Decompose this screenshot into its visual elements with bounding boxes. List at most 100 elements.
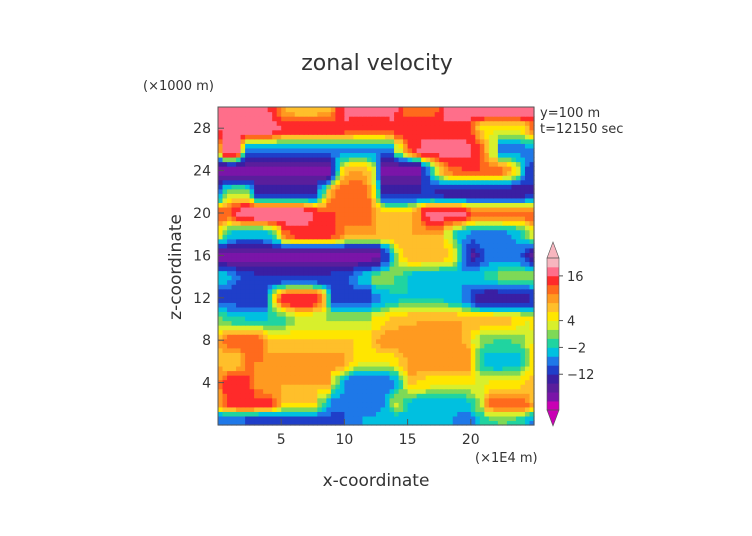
heatmap-cell [407,170,413,176]
colorbar-swatch [547,383,559,393]
heatmap-cell [258,415,264,422]
heatmap-cell [439,225,445,231]
heatmap-cell [475,352,481,358]
heatmap-cell [452,129,458,135]
heatmap-cell [448,179,454,185]
heatmap-cell [231,402,237,408]
heatmap-cell [412,261,418,267]
heatmap-cell [281,370,287,376]
heatmap-cell [330,370,336,376]
heatmap-cell [416,225,422,231]
heatmap-cell [394,384,400,390]
heatmap-cell [452,420,458,426]
heatmap-cell [502,120,508,126]
heatmap-cell [299,134,305,140]
heatmap-cell [303,229,309,235]
heatmap-cell [511,356,517,362]
heatmap-cell [457,229,463,235]
heatmap-cell [385,138,391,144]
heatmap-cell [362,252,368,258]
heatmap-cell [520,220,526,226]
heatmap-cell [443,252,449,258]
heatmap-cell [529,147,535,154]
heatmap-cell [497,334,503,340]
heatmap-cell [236,288,242,294]
heatmap-cell [263,138,269,144]
heatmap-cell [317,334,323,340]
heatmap-cell [448,325,454,331]
heatmap-cell [506,361,513,367]
heatmap-cell [317,238,323,244]
heatmap-cell [227,170,233,176]
heatmap-cell [520,234,526,240]
heatmap-cell [502,266,508,272]
heatmap-cell [506,402,513,408]
heatmap-cell [249,256,255,263]
heatmap-cell [497,397,503,403]
heatmap-cell [511,365,517,372]
heatmap-cell [330,393,336,399]
heatmap-cell [389,229,395,235]
heatmap-cell [470,179,476,185]
heatmap-cell [524,225,531,231]
heatmap-cell [380,384,386,390]
heatmap-cell [497,225,503,231]
heatmap-cell [249,247,255,253]
heatmap-cell [439,415,445,422]
heatmap-cell [231,120,237,126]
heatmap-cell [493,229,499,235]
heatmap-cell [227,175,233,181]
heatmap-cell [335,266,341,272]
heatmap-cell [317,361,323,367]
heatmap-cell [362,175,368,181]
heatmap-cell [515,306,522,313]
heatmap-cell [339,402,345,408]
heatmap-cell [425,143,431,149]
heatmap-cell [231,270,237,276]
heatmap-cell [389,138,395,144]
heatmap-cell [475,402,481,408]
heatmap-cell [470,229,476,235]
heatmap-cell [425,238,431,244]
heatmap-cell [317,197,323,203]
heatmap-cell [353,175,359,181]
heatmap-cell [434,229,440,235]
heatmap-cell [362,206,368,213]
heatmap-cell [371,411,377,417]
heatmap-cell [218,225,224,231]
heatmap-cell [380,415,386,422]
heatmap-cell [466,297,472,303]
heatmap-cell [421,361,427,367]
heatmap-cell [263,302,269,308]
heatmap-cell [245,225,251,231]
heatmap-cell [443,179,449,185]
heatmap-cell [403,343,409,349]
heatmap-cell [403,415,409,422]
heatmap-cell [511,143,517,149]
heatmap-cell [308,138,314,144]
heatmap-cell [312,302,318,308]
heatmap-cell [403,243,409,249]
heatmap-cell [317,415,323,422]
heatmap-cell [457,261,463,267]
heatmap-cell [389,134,395,140]
heatmap-cell [461,361,467,367]
heatmap-cell [317,143,323,149]
heatmap-cell [344,270,350,276]
heatmap-cell [443,329,449,335]
heatmap-cell [227,188,233,194]
heatmap-cell [421,343,427,349]
heatmap-cell [330,338,336,344]
heatmap-cell [272,270,278,276]
heatmap-cell [272,397,278,403]
heatmap-cell [294,238,300,244]
heatmap-cell [344,325,350,331]
heatmap-cell [416,343,422,349]
heatmap-cell [511,406,517,412]
heatmap-cell [439,111,445,117]
heatmap-cell [312,270,318,276]
heatmap-cell [362,415,368,422]
heatmap-cell [529,243,535,249]
heatmap-cell [326,384,332,390]
heatmap-cell [439,134,445,140]
